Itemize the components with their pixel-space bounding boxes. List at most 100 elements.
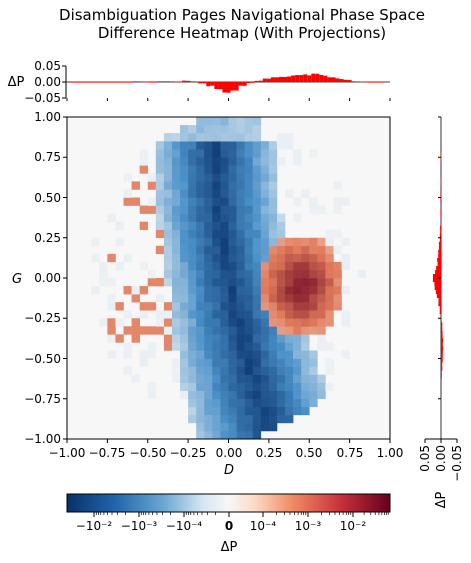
heatmap-cell <box>180 213 189 222</box>
heatmap-ticks <box>63 116 391 443</box>
heatmap-cell <box>228 149 237 158</box>
heatmap-cell <box>301 366 310 375</box>
right-marginal-bar <box>437 257 441 262</box>
heatmap-cell <box>244 342 254 351</box>
heatmap-cell <box>293 382 302 391</box>
heatmap-cell <box>236 390 245 400</box>
heatmap-cell <box>276 374 286 383</box>
heatmap-cell <box>244 149 254 158</box>
heatmap-cell <box>309 205 318 214</box>
heatmap-cell <box>107 213 116 222</box>
heatmap-cell <box>268 253 278 263</box>
top-marginal-bar <box>250 82 255 83</box>
heatmap-cell <box>163 237 173 247</box>
heatmap-cell <box>252 326 262 335</box>
heatmap-cell <box>317 382 326 391</box>
heatmap-cell <box>204 197 213 206</box>
heatmap-cell <box>188 221 197 230</box>
heatmap-cell <box>212 278 221 287</box>
heatmap-cell <box>309 310 318 319</box>
right-marginal-bar <box>441 334 443 339</box>
heatmap-cell <box>171 213 181 222</box>
heatmap-cell <box>99 261 108 271</box>
heatmap-cell <box>196 398 205 408</box>
heatmap-cell <box>180 125 189 134</box>
heatmap-cell <box>252 430 262 440</box>
heatmap-cell <box>260 318 270 327</box>
right-marginal-bar <box>438 298 441 303</box>
right-marginal-bar <box>434 278 441 283</box>
heatmap-cell <box>260 278 270 287</box>
heatmap-cell <box>244 141 254 150</box>
heatmap-cell <box>204 302 213 311</box>
heatmap-cell <box>268 326 278 335</box>
heatmap-cell <box>180 189 189 198</box>
heatmap-cell <box>155 318 165 327</box>
heatmap-cell <box>293 326 302 335</box>
heatmap-cell <box>123 350 132 359</box>
top-marginal-bar <box>157 81 162 82</box>
heatmap-cell <box>212 374 221 383</box>
heatmap-cell <box>212 358 221 367</box>
heatmap-cell <box>188 125 197 134</box>
heatmap-cell <box>244 398 254 408</box>
heatmap-cell <box>236 245 245 255</box>
heatmap-cell <box>333 302 342 311</box>
top-marginal-bar <box>125 82 130 83</box>
heatmap-cell <box>309 366 318 375</box>
heatmap-cell <box>196 342 205 351</box>
top-marginal-bar <box>214 82 219 89</box>
x-tick-6: 0.50 <box>296 446 323 460</box>
top-marginal-bar <box>299 75 304 82</box>
heatmap-cell <box>163 229 173 239</box>
heatmap-cell <box>107 302 116 311</box>
top-marginal-bar <box>129 82 134 83</box>
heatmap-cell <box>260 382 270 391</box>
heatmap-cell <box>236 294 245 303</box>
top-marginal-bar <box>343 79 348 82</box>
heatmap-cell <box>260 197 270 206</box>
heatmap-cell <box>131 286 140 295</box>
heatmap-cell <box>204 430 213 440</box>
heatmap-cell <box>276 261 286 271</box>
heatmap-cell <box>180 350 189 359</box>
heatmap-cell <box>204 398 213 408</box>
heatmap-cell <box>301 310 310 319</box>
heatmap-cell <box>171 278 181 287</box>
heatmap-cell <box>244 229 254 239</box>
heatmap-cell <box>276 294 286 303</box>
heatmap-cell <box>228 390 237 400</box>
heatmap-cell <box>228 382 237 391</box>
heatmap-cell <box>220 422 229 432</box>
heatmap-cell <box>276 133 286 142</box>
heatmap-cells <box>91 117 367 440</box>
heatmap-cell <box>171 149 181 158</box>
heatmap-cell <box>341 318 350 327</box>
heatmap-cell <box>123 286 132 295</box>
heatmap-cell <box>204 141 213 150</box>
heatmap-cell <box>236 229 245 239</box>
heatmap-cell <box>293 406 302 416</box>
heatmap-cell <box>268 181 278 190</box>
heatmap-cell <box>220 310 229 319</box>
heatmap-cell <box>268 390 278 400</box>
heatmap-cell <box>244 181 254 190</box>
heatmap-cell <box>196 350 205 359</box>
heatmap-cell <box>228 205 237 214</box>
heatmap-cell <box>220 261 229 271</box>
heatmap-cell <box>228 141 237 150</box>
heatmap-cell <box>236 253 245 263</box>
heatmap-cell <box>333 286 342 295</box>
heatmap-cell <box>171 294 181 303</box>
heatmap-cell <box>228 261 237 271</box>
heatmap-cell <box>204 326 213 335</box>
heatmap-cell <box>180 141 189 150</box>
right-marginal-bar <box>440 225 441 230</box>
heatmap-cell <box>180 358 189 367</box>
heatmap-cell <box>155 157 165 166</box>
heatmap-cell <box>285 278 294 287</box>
heatmap-cell <box>204 269 213 279</box>
heatmap-cell <box>260 221 270 230</box>
heatmap-cell <box>260 374 270 383</box>
heatmap-cell <box>285 237 294 247</box>
